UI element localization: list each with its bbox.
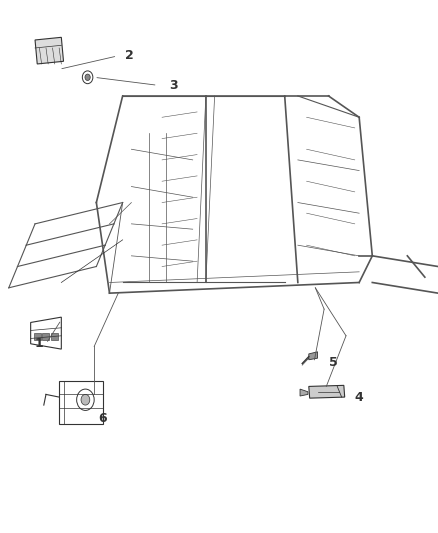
Text: 6: 6 [99, 412, 107, 425]
Polygon shape [34, 333, 41, 340]
Circle shape [81, 394, 90, 405]
Polygon shape [309, 385, 345, 398]
Polygon shape [309, 352, 318, 360]
Polygon shape [35, 37, 64, 64]
Text: 3: 3 [169, 79, 177, 92]
Text: 5: 5 [328, 356, 337, 369]
Text: 2: 2 [125, 50, 134, 62]
Polygon shape [300, 389, 308, 396]
Text: 4: 4 [355, 391, 364, 403]
Polygon shape [51, 333, 58, 340]
Text: 1: 1 [35, 337, 44, 350]
Circle shape [85, 74, 90, 80]
Polygon shape [42, 333, 49, 340]
